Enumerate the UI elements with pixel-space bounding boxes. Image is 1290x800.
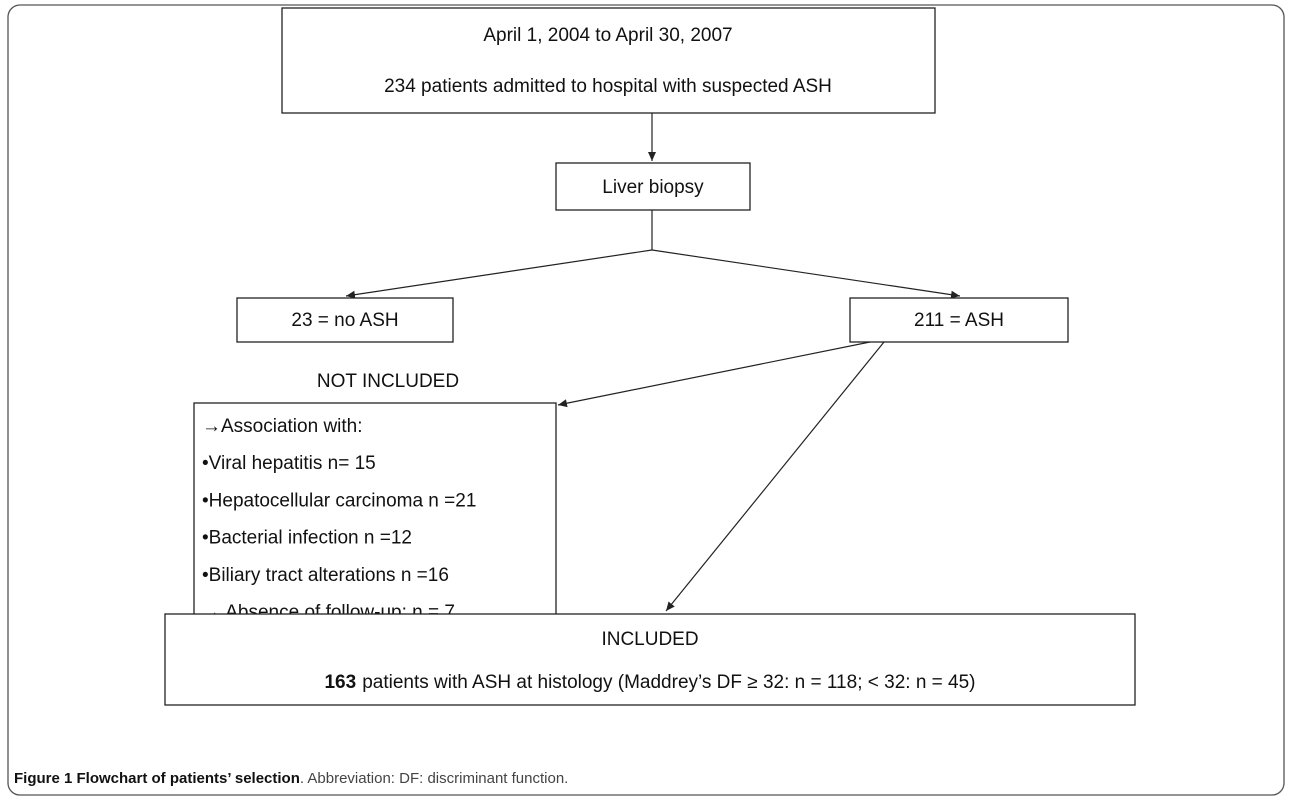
caption-note: . Abbreviation: DF: discriminant functio…	[300, 770, 568, 787]
no-ash-text: 23 = no ASH	[291, 310, 398, 331]
arrow	[557, 341, 871, 408]
not-included-box	[193, 402, 557, 626]
caption-title: Figure 1 Flowchart of patients’ selectio…	[14, 770, 300, 787]
included-text: 163 patients with ASH at histology (Maddr…	[324, 672, 975, 693]
exclusion-item: •Viral hepatitis n= 15	[202, 453, 376, 474]
biopsy-box	[555, 162, 751, 211]
figure-frame	[7, 4, 1285, 796]
included-detail: patients with ASH at histology (Maddrey’…	[362, 672, 975, 693]
admitted-text: 234 patients admitted to hospital with s…	[384, 76, 832, 97]
ash-text: 211 = ASH	[914, 310, 1004, 331]
period-text: April 1, 2004 to April 30, 2007	[483, 25, 732, 46]
no-ash-box	[236, 297, 454, 343]
period-box	[281, 7, 936, 114]
caption: Figure 1 Flowchart of patients’ selectio…	[14, 770, 568, 787]
exclusion-item: •Hepatocellular carcinoma n =21	[202, 490, 476, 511]
exclusion-item: →Association with:	[202, 416, 363, 437]
included-count: 163	[324, 672, 356, 693]
arrow	[651, 249, 961, 299]
included-heading: INCLUDED	[601, 629, 698, 650]
ash-box	[849, 297, 1069, 343]
included-box	[164, 613, 1136, 706]
arrow	[665, 341, 885, 612]
biopsy-text: Liver biopsy	[602, 177, 704, 198]
exclusion-item: •Bacterial infection n =12	[202, 528, 412, 549]
exclusion-item: •Biliary tract alterations n =16	[202, 565, 449, 586]
not-included-heading: NOT INCLUDED	[317, 371, 459, 392]
arrow	[345, 249, 653, 299]
